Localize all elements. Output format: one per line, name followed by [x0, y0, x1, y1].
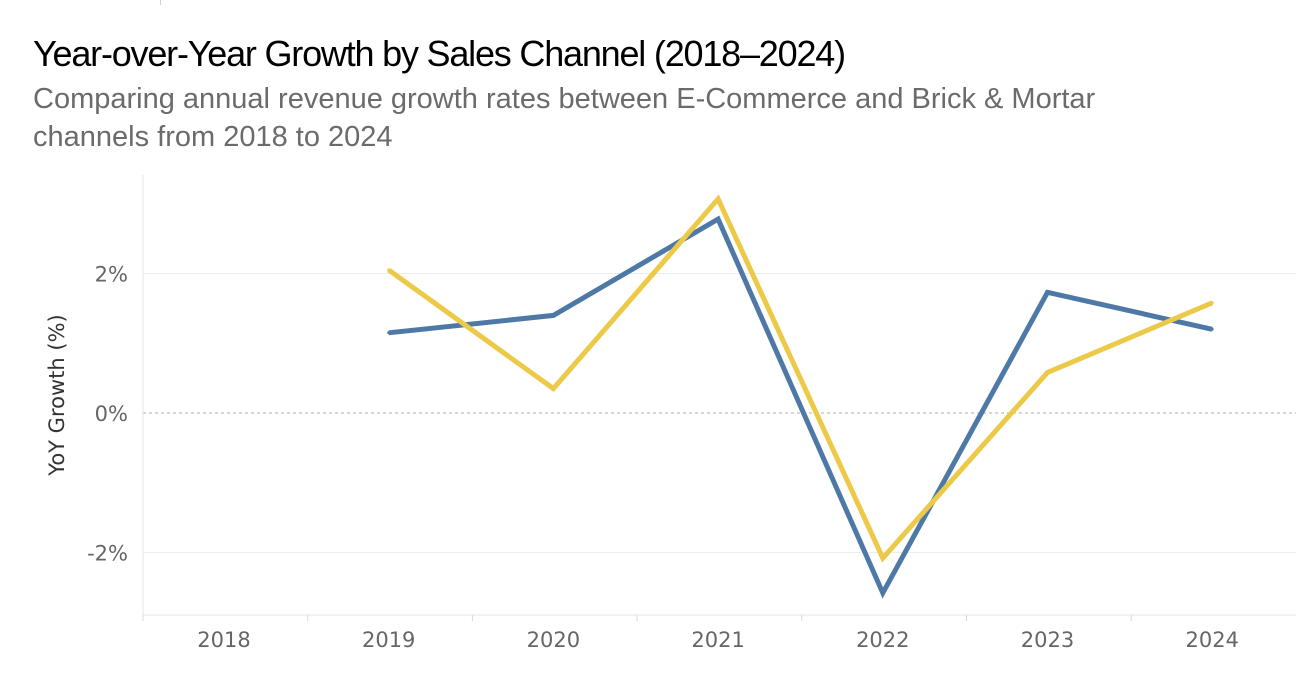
series-line-2 [387, 194, 1214, 563]
series-2-point [387, 268, 391, 272]
x-tick-label: 2018 [197, 628, 250, 652]
x-tick-label: 2020 [527, 628, 580, 652]
axis-labels: 2% 0% -2% 2018 2019 2020 2021 2022 2023 2024 YoY G… [45, 263, 1239, 653]
x-tick-label: 2019 [362, 628, 415, 652]
chart-subtitle: Comparing annual revenue growth rates be… [33, 83, 1096, 153]
y-axis-title: YoY Growth (%) [45, 314, 69, 476]
series-1-point [881, 591, 885, 595]
y-tick-label: 2% [95, 263, 128, 287]
y-tick-label: -2% [87, 542, 128, 566]
series-1-point [1046, 290, 1049, 294]
series-1-point [387, 331, 391, 335]
series-1-point [716, 217, 720, 221]
series-2-point [1210, 301, 1214, 305]
chart-header: Year-over-Year Growth by Sales Channel (… [33, 30, 1253, 156]
series-2-point [1046, 371, 1049, 375]
series-1-point [551, 313, 555, 317]
series-2-point [881, 556, 885, 560]
series-1-point [1210, 327, 1214, 331]
x-tick-label: 2023 [1021, 628, 1074, 652]
x-tick-label: 2021 [691, 628, 744, 652]
x-tick-label: 2022 [856, 628, 909, 652]
y-tick-label: 0% [95, 402, 128, 426]
top-edge-tick [160, 0, 161, 5]
series-line-1 [388, 215, 1213, 599]
series-2-point [551, 387, 555, 391]
x-tick-label: 2024 [1185, 628, 1238, 652]
series-2-point [716, 197, 720, 201]
chart-title: Year-over-Year Growth by Sales Channel (… [33, 33, 846, 74]
series-lines [387, 194, 1214, 599]
axes [142, 175, 1296, 621]
grid-lines [143, 273, 1296, 553]
